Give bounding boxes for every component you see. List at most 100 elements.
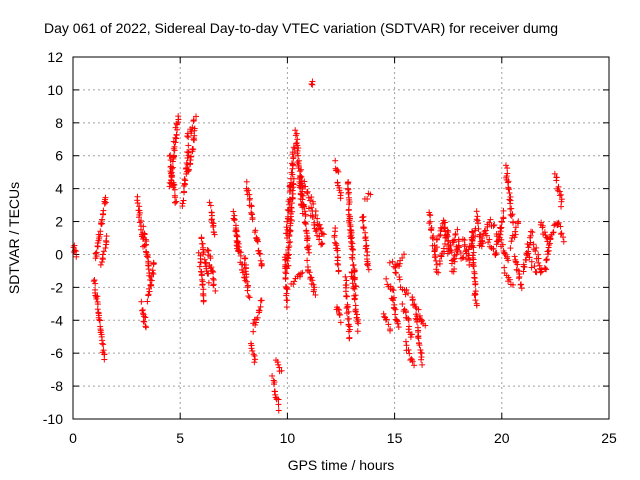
data-point bbox=[485, 239, 492, 246]
data-point bbox=[393, 270, 400, 277]
data-point bbox=[190, 116, 197, 123]
data-point bbox=[293, 130, 300, 137]
data-point bbox=[150, 260, 157, 267]
data-point bbox=[523, 257, 530, 264]
data-point bbox=[257, 251, 264, 258]
data-point bbox=[248, 203, 255, 210]
data-point bbox=[446, 245, 453, 252]
data-point bbox=[337, 195, 344, 202]
data-point bbox=[533, 244, 540, 251]
data-point bbox=[282, 276, 289, 283]
data-point bbox=[245, 187, 252, 194]
data-point bbox=[344, 185, 351, 192]
data-point bbox=[411, 301, 418, 308]
data-point bbox=[299, 269, 306, 276]
plot-frame bbox=[72, 56, 610, 420]
data-point bbox=[383, 316, 390, 323]
data-point bbox=[296, 273, 303, 280]
data-point bbox=[313, 227, 320, 234]
x-tick-label: 0 bbox=[69, 430, 77, 446]
data-point bbox=[149, 267, 156, 274]
data-point bbox=[501, 264, 508, 271]
data-point bbox=[415, 306, 422, 313]
data-point bbox=[515, 218, 522, 225]
data-point bbox=[208, 209, 215, 216]
data-point bbox=[142, 323, 149, 330]
data-point bbox=[288, 200, 295, 207]
data-point bbox=[387, 283, 394, 290]
y-tick-label: -8 bbox=[51, 378, 64, 394]
data-point bbox=[312, 291, 319, 298]
data-point bbox=[196, 263, 203, 270]
data-point bbox=[406, 350, 413, 357]
data-point bbox=[286, 232, 293, 239]
data-point bbox=[402, 308, 409, 315]
data-point bbox=[558, 203, 565, 210]
data-point bbox=[331, 232, 338, 239]
data-point bbox=[389, 296, 396, 303]
data-point bbox=[348, 245, 355, 252]
data-point bbox=[237, 252, 244, 259]
data-point bbox=[385, 321, 392, 328]
data-point bbox=[248, 211, 255, 218]
data-point bbox=[405, 317, 412, 324]
data-point bbox=[140, 223, 147, 230]
data-point bbox=[210, 229, 217, 236]
data-point bbox=[234, 233, 241, 240]
data-point bbox=[352, 308, 359, 315]
data-point bbox=[537, 269, 544, 276]
data-point bbox=[95, 309, 102, 316]
data-point bbox=[137, 226, 144, 233]
data-point bbox=[514, 261, 521, 268]
data-point bbox=[99, 340, 106, 347]
data-point bbox=[239, 269, 246, 276]
data-point bbox=[136, 211, 143, 218]
data-point bbox=[529, 229, 536, 236]
data-point bbox=[445, 246, 452, 253]
data-point bbox=[289, 161, 296, 168]
data-point bbox=[486, 219, 493, 226]
data-point bbox=[197, 268, 204, 275]
data-point bbox=[274, 359, 281, 366]
data-point bbox=[507, 200, 514, 207]
data-point bbox=[251, 359, 258, 366]
data-point bbox=[363, 237, 370, 244]
data-point bbox=[389, 286, 396, 293]
data-point bbox=[311, 219, 318, 226]
data-point bbox=[190, 136, 197, 143]
data-point bbox=[504, 165, 511, 172]
data-point bbox=[539, 222, 546, 229]
data-point bbox=[555, 219, 562, 226]
data-point bbox=[343, 293, 350, 300]
data-point bbox=[346, 335, 353, 342]
data-point bbox=[417, 349, 424, 356]
data-point bbox=[351, 268, 358, 275]
data-point bbox=[363, 245, 370, 252]
data-point bbox=[335, 261, 342, 268]
data-point bbox=[250, 351, 257, 358]
data-point bbox=[143, 253, 150, 260]
data-point bbox=[442, 240, 449, 247]
data-point bbox=[295, 152, 302, 159]
data-point bbox=[399, 254, 406, 261]
data-point bbox=[141, 242, 148, 249]
data-point bbox=[98, 333, 105, 340]
data-point bbox=[316, 221, 323, 228]
data-point bbox=[433, 268, 440, 275]
data-point bbox=[98, 259, 105, 266]
data-point bbox=[304, 190, 311, 197]
data-point bbox=[389, 258, 396, 265]
data-point bbox=[283, 224, 290, 231]
data-point bbox=[246, 191, 253, 198]
data-point bbox=[306, 269, 313, 276]
data-point bbox=[210, 282, 217, 289]
data-point bbox=[472, 290, 479, 297]
data-point bbox=[432, 251, 439, 258]
data-point bbox=[190, 146, 197, 153]
data-point bbox=[544, 248, 551, 255]
data-point bbox=[185, 167, 192, 174]
data-point bbox=[269, 372, 276, 379]
data-point bbox=[512, 231, 519, 238]
data-point bbox=[305, 194, 312, 201]
data-point bbox=[298, 166, 305, 173]
